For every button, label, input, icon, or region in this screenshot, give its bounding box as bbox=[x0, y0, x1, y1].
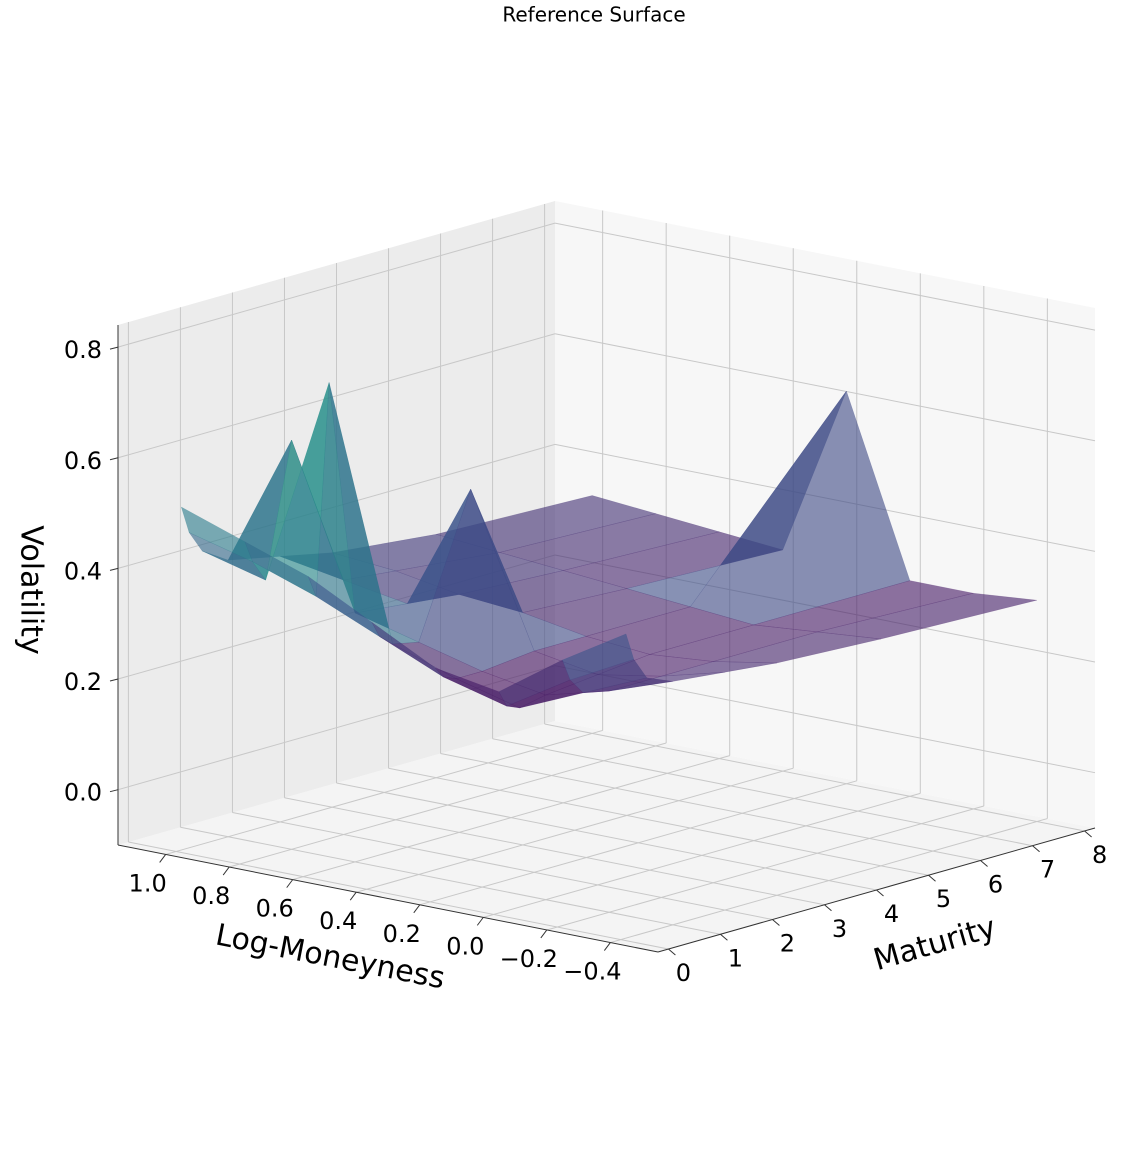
grid-line bbox=[128, 841, 669, 950]
y-tick-label: 4 bbox=[884, 900, 899, 928]
z-tick-label: 0.8 bbox=[64, 336, 102, 364]
tick-mark bbox=[928, 874, 936, 882]
tick-mark bbox=[772, 919, 780, 926]
y-tick-label: 7 bbox=[1040, 856, 1055, 884]
grid-line bbox=[284, 797, 825, 906]
surface-face bbox=[817, 592, 1037, 640]
grid-line bbox=[554, 222, 1096, 331]
z-axis-label: Volatility bbox=[14, 525, 49, 655]
tick-mark bbox=[824, 904, 832, 912]
z-tick-label: 0.2 bbox=[64, 668, 102, 696]
chart-title: Reference Surface bbox=[502, 3, 685, 27]
z-tick-label: 0.0 bbox=[64, 779, 102, 807]
tick-mark bbox=[109, 789, 119, 793]
grid-line bbox=[544, 723, 1085, 832]
z-tick-label: 0.6 bbox=[64, 447, 102, 475]
z-tick-label: 0.4 bbox=[64, 557, 102, 585]
y-tick-label: 6 bbox=[988, 870, 1003, 898]
tick-mark bbox=[109, 457, 119, 461]
x-tick-label: 0.8 bbox=[192, 882, 230, 910]
surface-face bbox=[562, 633, 635, 681]
tick-mark bbox=[876, 889, 884, 897]
y-tick-label: 5 bbox=[936, 885, 951, 913]
axis-line bbox=[117, 844, 659, 953]
y-tick-label: 0 bbox=[676, 959, 691, 987]
y-tick-label: 3 bbox=[832, 915, 847, 943]
x-tick-label: 0.2 bbox=[383, 920, 421, 948]
surface-face bbox=[649, 624, 818, 662]
grid-line bbox=[232, 812, 773, 921]
tick-mark bbox=[159, 854, 167, 863]
grid-line bbox=[492, 738, 1033, 847]
tick-mark bbox=[109, 678, 119, 682]
tick-mark bbox=[349, 891, 357, 901]
grid-line bbox=[117, 222, 556, 348]
y-tick-label: 2 bbox=[780, 930, 795, 958]
grid-line bbox=[554, 333, 1096, 442]
x-tick-label: −0.2 bbox=[500, 945, 558, 973]
tick-mark bbox=[286, 879, 294, 888]
surface-face bbox=[713, 631, 881, 664]
y-tick-label: 1 bbox=[728, 944, 743, 972]
x-tick-label: 0.0 bbox=[446, 932, 484, 960]
grid-line bbox=[440, 752, 981, 861]
tick-mark bbox=[540, 929, 548, 939]
tick-mark bbox=[222, 866, 230, 876]
grid-line bbox=[117, 333, 556, 459]
tick-mark bbox=[476, 917, 484, 926]
x-tick-label: 0.4 bbox=[319, 907, 357, 935]
x-tick-label: 1.0 bbox=[129, 869, 167, 897]
grid-line bbox=[180, 826, 721, 935]
grid-line bbox=[388, 767, 929, 876]
y-tick-label: 8 bbox=[1092, 841, 1107, 869]
tick-mark bbox=[720, 933, 728, 941]
tick-mark bbox=[1084, 830, 1092, 838]
x-tick-label: 0.6 bbox=[256, 895, 294, 923]
tick-mark bbox=[668, 948, 676, 956]
tick-mark bbox=[980, 860, 988, 867]
surface-face bbox=[583, 677, 673, 694]
tick-mark bbox=[603, 942, 611, 951]
x-tick-label: −0.4 bbox=[563, 958, 621, 986]
grid-line bbox=[336, 782, 877, 891]
tick-mark bbox=[109, 346, 119, 350]
surface-face bbox=[689, 390, 911, 626]
tick-mark bbox=[109, 567, 119, 571]
tick-mark bbox=[1032, 845, 1040, 853]
tick-mark bbox=[413, 904, 421, 914]
